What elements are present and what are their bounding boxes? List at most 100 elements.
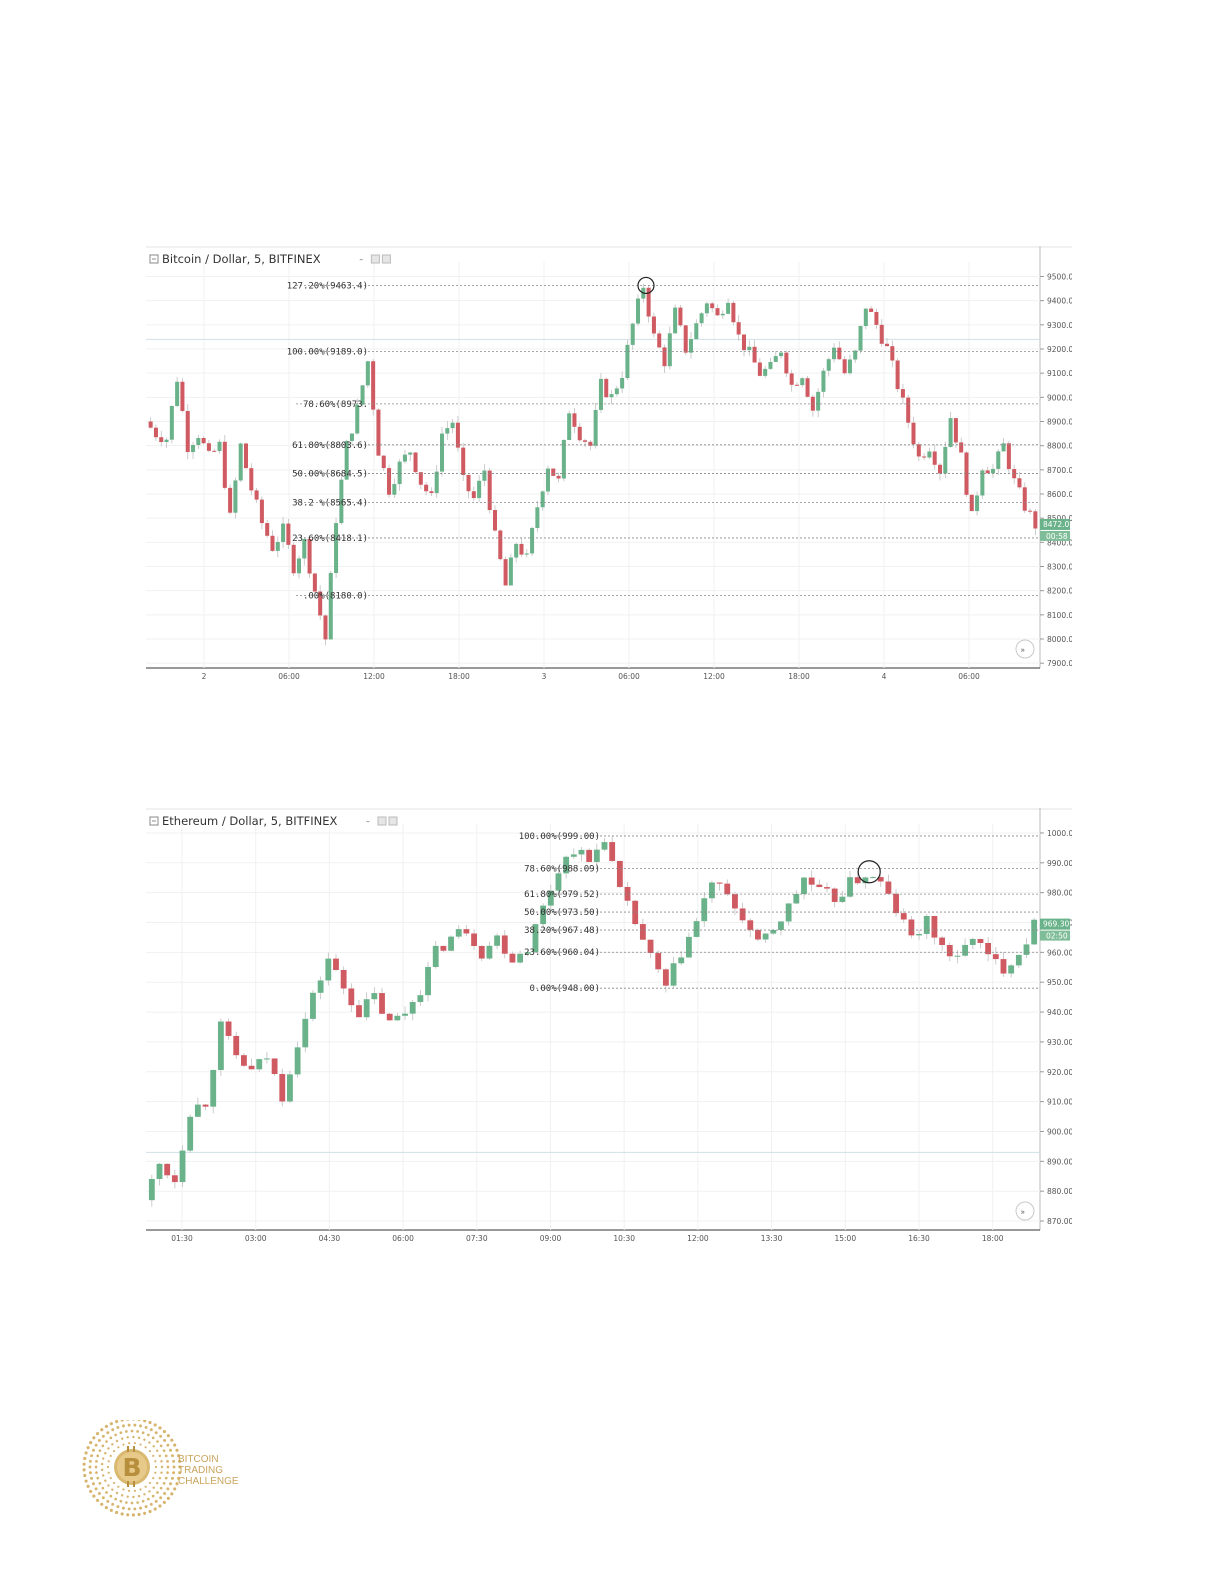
close-icon[interactable]: [381, 254, 391, 264]
logo-dot: [98, 1449, 102, 1452]
candle-down: [271, 1058, 278, 1075]
logo-dot: [101, 1434, 105, 1438]
logo-dot: [126, 1420, 130, 1421]
logo-dot: [133, 1489, 136, 1492]
y-tick-label: 900.00: [1047, 1127, 1072, 1136]
candle-down: [487, 470, 492, 511]
logo-dot: [82, 1468, 86, 1472]
scroll-to-latest-button[interactable]: [1015, 1201, 1035, 1221]
candle-down: [371, 361, 376, 410]
candle-down: [816, 884, 823, 888]
settings-icon[interactable]: [377, 816, 387, 826]
logo-dot: [166, 1465, 170, 1469]
candle-down: [159, 437, 164, 442]
logo-dot: [160, 1471, 163, 1474]
double-chevron-right-icon[interactable]: »: [1021, 646, 1026, 655]
candle-down: [724, 883, 731, 895]
close-icon[interactable]: [388, 816, 398, 826]
candle-down: [985, 942, 992, 955]
candle-up: [325, 958, 332, 981]
fib-level-label: 38.2 %(8565.4): [292, 498, 368, 508]
logo-text-trading: TRADING: [178, 1465, 223, 1476]
chart-svg[interactable]: 9500.0 9400.0 9300.0 9200.0 9100.0 9000.0 8900…: [146, 246, 1072, 682]
highlight-circle: [857, 860, 881, 884]
candle-down: [985, 470, 990, 474]
logo-dot: [132, 1495, 135, 1499]
candle-down: [900, 913, 907, 920]
scroll-to-latest-button[interactable]: [1015, 639, 1035, 659]
logo-dot: [111, 1443, 114, 1446]
logo-dot: [143, 1511, 147, 1515]
candle-down: [429, 491, 434, 494]
x-tick-label: 04:30: [319, 1234, 341, 1243]
logo-dot: [148, 1441, 151, 1444]
logo-dot: [131, 1513, 136, 1517]
x-tick-label: 06:00: [392, 1234, 414, 1243]
logo-dot: [143, 1420, 147, 1423]
logo-dot: [151, 1436, 155, 1440]
candle-down: [185, 410, 190, 453]
y-tick-label: 9000.0: [1047, 393, 1072, 402]
y-tick-label: 8100.0: [1047, 611, 1072, 620]
logo-dot: [98, 1482, 102, 1485]
logo-dot: [117, 1485, 120, 1488]
logo-dot: [166, 1496, 170, 1500]
logo-dot: [173, 1487, 177, 1491]
logo-dot: [101, 1496, 105, 1500]
countdown-label: 00:58: [1046, 532, 1068, 541]
candle-up: [1008, 965, 1015, 974]
x-tick-label: 16:30: [908, 1234, 930, 1243]
candle-up: [693, 921, 700, 937]
candle-up: [397, 461, 402, 485]
logo-dot: [158, 1476, 162, 1480]
dropdown-icon[interactable]: –: [366, 817, 370, 826]
y-tick-label: 880.00: [1047, 1187, 1072, 1196]
bitcoin-chart[interactable]: 9500.0 9400.0 9300.0 9200.0 9100.0 9000.0 8900…: [146, 246, 1072, 682]
logo-dot: [170, 1476, 174, 1480]
bitcoin-trading-challenge-logo: B BITCOIN TRADING CHALLENGE: [82, 1420, 239, 1517]
candle-up: [699, 313, 704, 324]
fib-level-label: 100.00%(9189.0): [287, 348, 368, 358]
chart-title: Ethereum / Dollar, 5, BITFINEX: [162, 814, 338, 828]
dropdown-icon[interactable]: –: [359, 255, 363, 264]
logo-dot: [115, 1420, 119, 1424]
logo-dot: [133, 1423, 137, 1427]
logo-dot: [128, 1489, 131, 1492]
logo-dot: [154, 1465, 158, 1469]
logo-dot: [162, 1482, 166, 1485]
logo-dot: [111, 1502, 115, 1506]
candle-up: [778, 921, 784, 931]
collapse-icon[interactable]: [149, 816, 159, 826]
logo-dot: [156, 1440, 159, 1443]
candle-down: [509, 953, 516, 963]
logo-dot: [86, 1484, 90, 1488]
candle-down: [662, 969, 669, 986]
logo-dot: [144, 1425, 148, 1429]
candle-down: [418, 472, 423, 485]
ethereum-chart[interactable]: 1000.00990.00980.00970.00960.00950.00940…: [146, 808, 1072, 1244]
logo-dot: [89, 1489, 93, 1493]
candle-down: [731, 302, 736, 323]
candle-down: [233, 1035, 240, 1056]
logo-dot: [94, 1487, 98, 1491]
settings-icon[interactable]: [370, 254, 380, 264]
fib-level-label: 127.20%(9463.4): [287, 281, 368, 291]
candle-up: [408, 452, 413, 455]
x-tick-label: 10:30: [613, 1234, 635, 1243]
candle-up: [561, 439, 566, 479]
candle-up: [275, 541, 280, 551]
candle-down: [805, 378, 810, 397]
x-tick-label: 2: [202, 672, 207, 681]
candle-up: [598, 378, 603, 410]
logo-dot: [172, 1459, 176, 1463]
logo-dot: [164, 1476, 168, 1480]
collapse-icon[interactable]: [149, 254, 159, 264]
logo-dot: [112, 1481, 116, 1485]
candle-up: [514, 543, 519, 558]
double-chevron-right-icon[interactable]: »: [1021, 1208, 1026, 1217]
candle-up: [555, 873, 562, 891]
chart-svg[interactable]: 1000.00990.00980.00970.00960.00950.00940…: [146, 808, 1072, 1244]
logo-dot: [101, 1474, 105, 1477]
logo-dot: [137, 1420, 141, 1422]
candle-down: [755, 929, 761, 940]
